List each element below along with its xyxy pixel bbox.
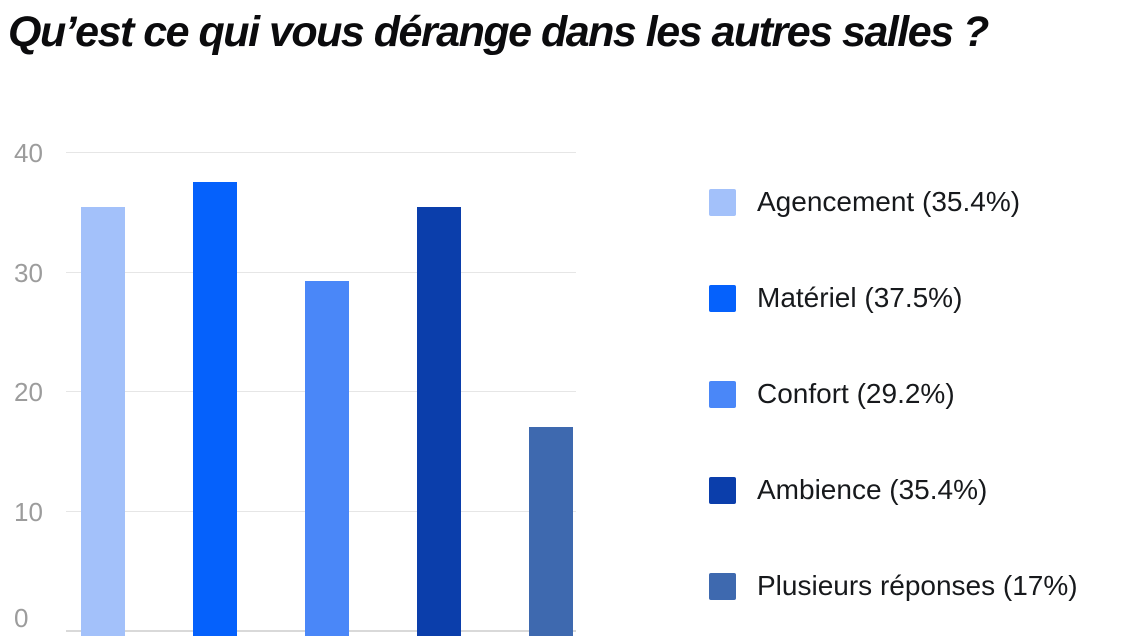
legend-item-confort: Confort (29.2%) [709,377,955,411]
legend-label: Matériel (37.5%) [757,282,963,313]
y-axis-tick-30: 30 [14,258,43,288]
legend-label: Plusieurs réponses (17%) [757,570,1078,601]
legend-label: Confort (29.2%) [757,378,955,409]
bar-confort [305,281,349,636]
legend-swatch-icon [709,284,736,312]
legend: Agencement (35.4%) Matériel (37.5%) Confor… [709,0,1124,636]
y-axis-tick-10: 10 [14,497,43,527]
bar-matériel [193,182,237,636]
chart-title: Qu’est ce qui vous dérange dans les autr… [8,8,989,56]
legend-label: Agencement (35.4%) [757,186,1021,217]
legend-label: Ambience (35.4%) [757,474,988,505]
gridline-30 [66,272,576,273]
legend-item-plusieurs-réponses: Plusieurs réponses (17%) [709,569,1078,603]
legend-swatch-icon [709,572,736,600]
legend-swatch-icon [709,380,736,408]
legend-item-ambience: Ambience (35.4%) [709,473,987,507]
legend-item-agencement: Agencement (35.4%) [709,185,1020,219]
legend-swatch-icon [709,476,736,504]
bar-agencement [81,207,125,636]
bar-ambience [417,207,461,636]
y-axis-tick-40: 40 [14,138,43,168]
legend-item-matériel: Matériel (37.5%) [709,281,962,315]
bar-plusieurs-réponses [529,427,573,636]
y-axis-tick-0: 0 [14,603,29,633]
gridline-40 [66,152,576,153]
y-axis-tick-20: 20 [14,377,43,407]
legend-swatch-icon [709,188,736,216]
